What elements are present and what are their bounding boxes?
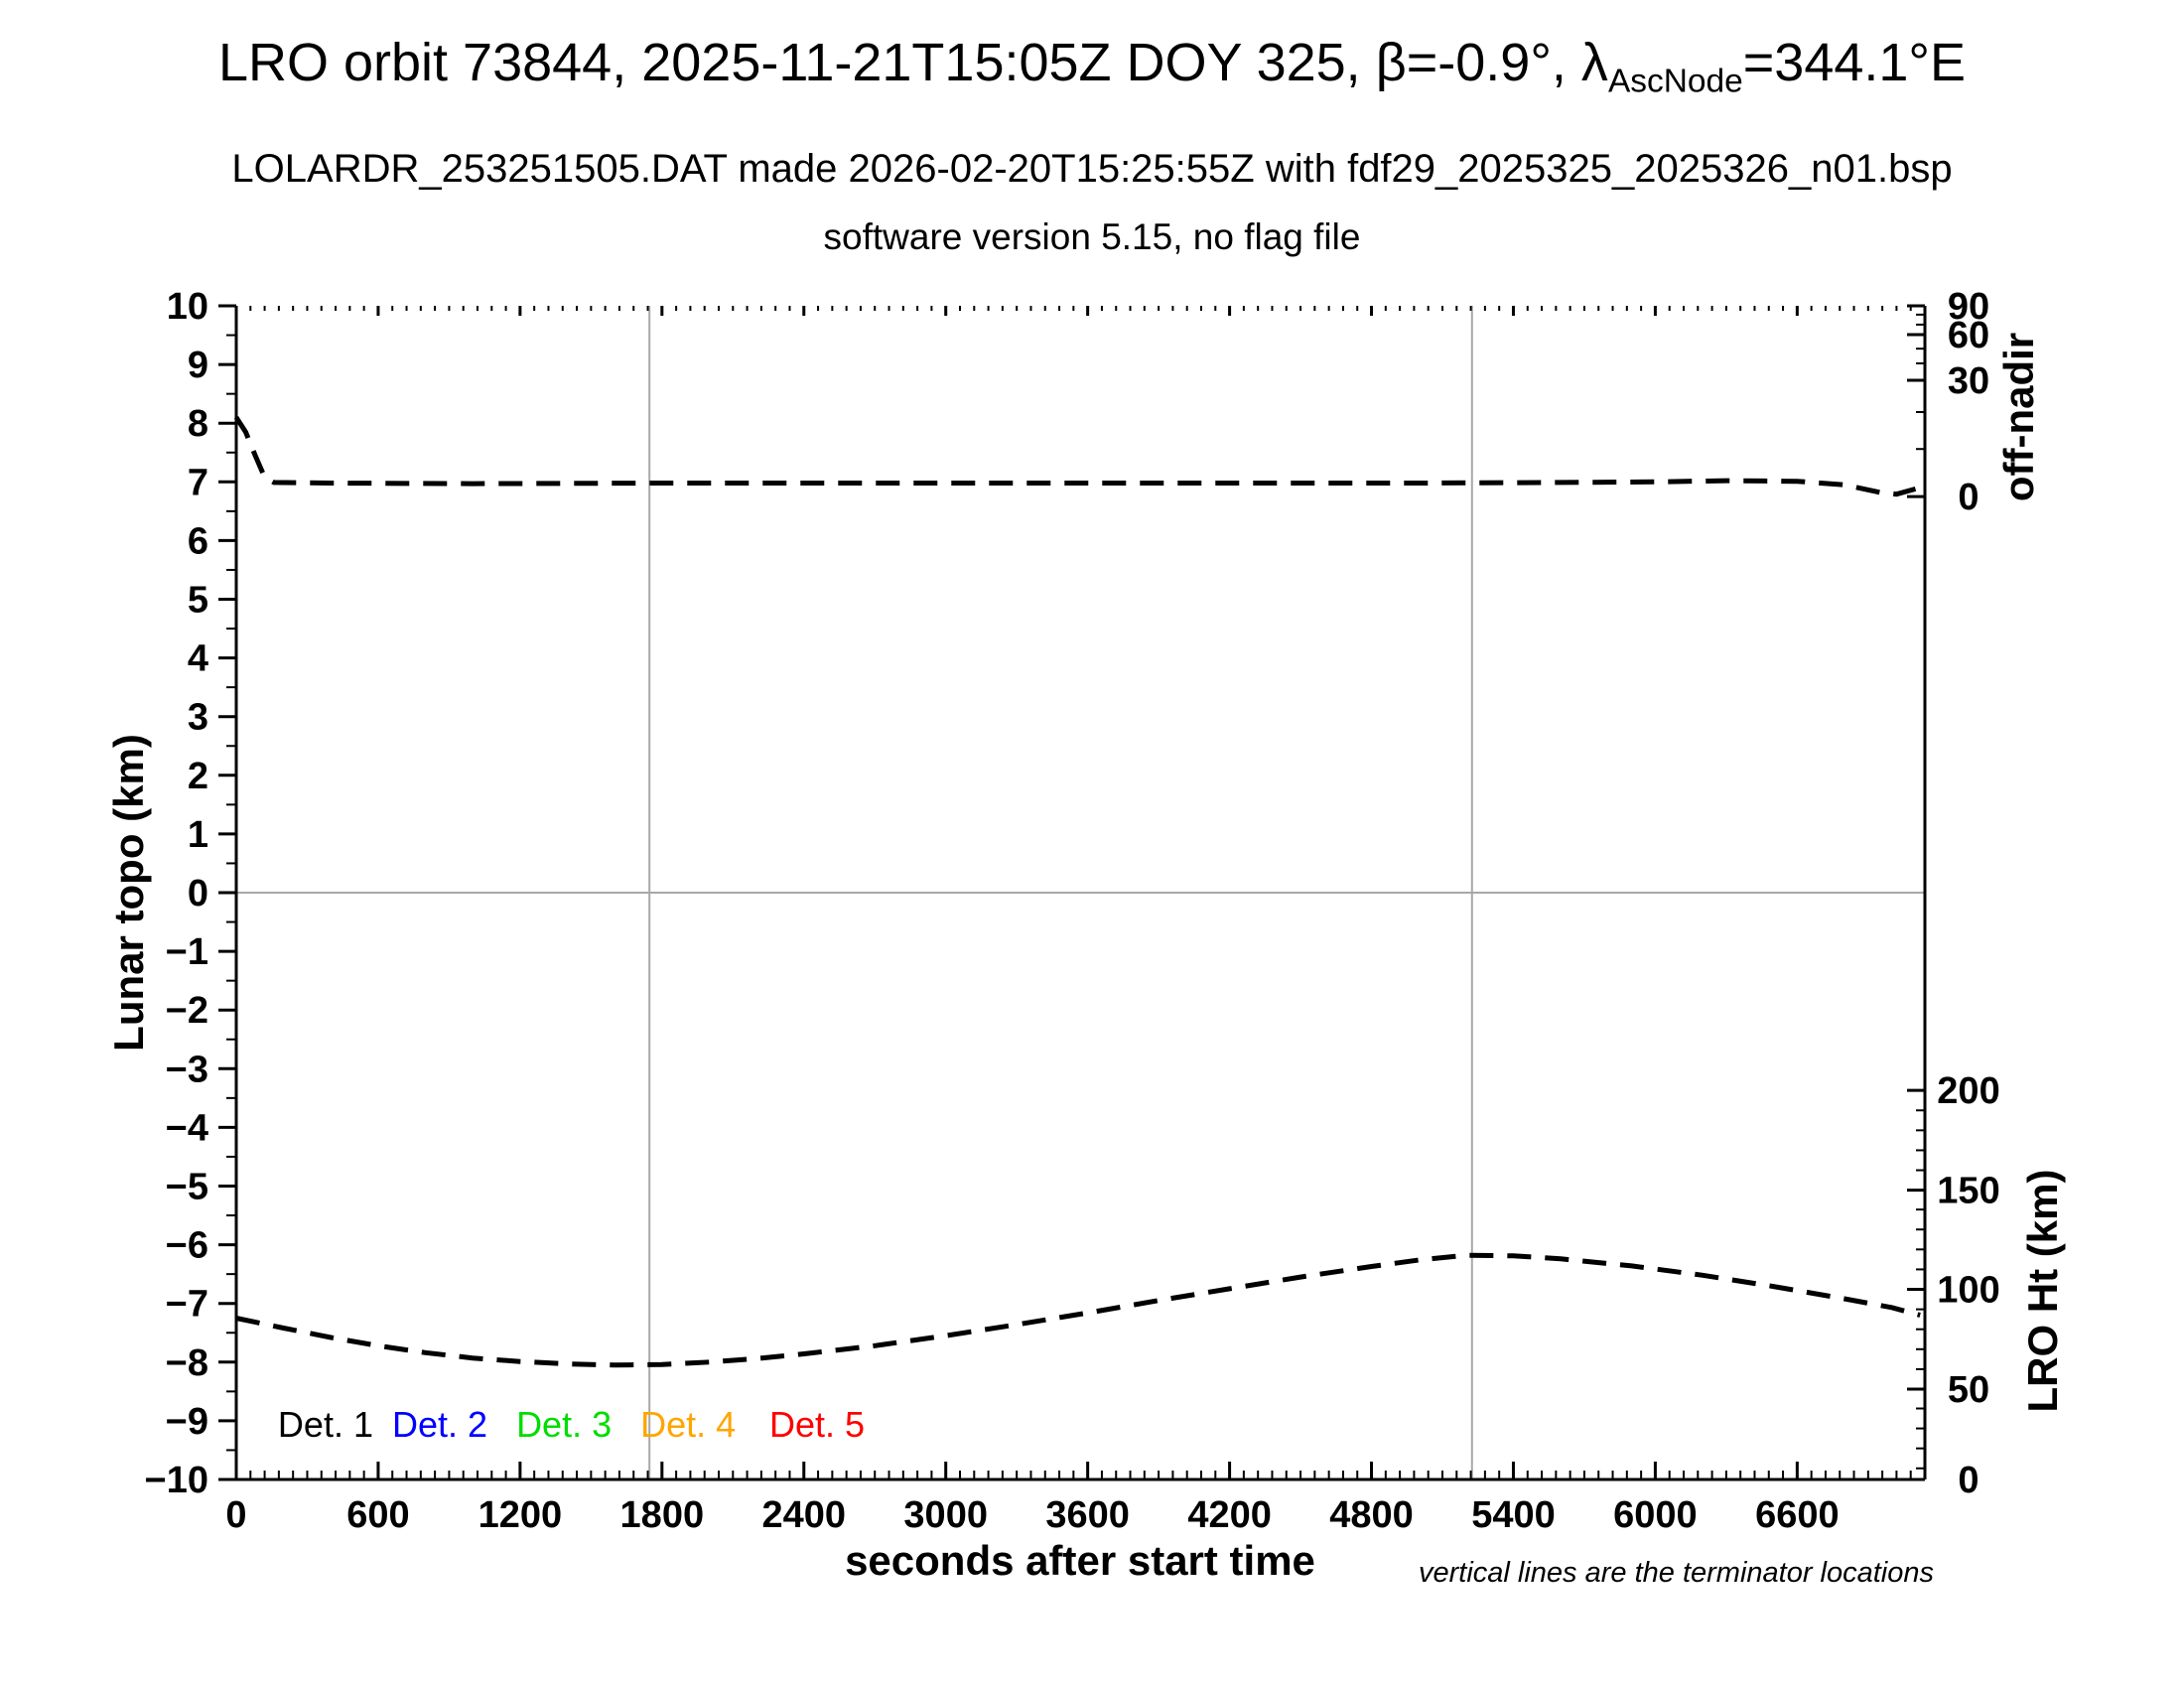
legend-det4: Det. 4 bbox=[640, 1404, 736, 1445]
data-file-line: LOLARDR_253251505.DAT made 2026-02-20T15… bbox=[231, 147, 1953, 191]
x-tick-label: 3600 bbox=[1045, 1494, 1130, 1536]
legend-det3: Det. 3 bbox=[516, 1404, 612, 1445]
x-tick-label: 5400 bbox=[1471, 1494, 1556, 1536]
chart-title-main: LRO orbit 73844, 2025-11-21T15:05Z DOY 3… bbox=[217, 33, 1608, 92]
x-tick-label: 6600 bbox=[1755, 1494, 1840, 1536]
chart-title: LRO orbit 73844, 2025-11-21T15:05Z DOY 3… bbox=[0, 32, 2184, 101]
legend-det2: Det. 2 bbox=[392, 1404, 487, 1445]
lroht-tick-label: 200 bbox=[1937, 1070, 1999, 1112]
x-tick-label: 600 bbox=[346, 1494, 409, 1536]
lroht-tick-label: 150 bbox=[1937, 1171, 1999, 1212]
x-tick-label: 2400 bbox=[761, 1494, 846, 1536]
y-left-tick-label: 4 bbox=[188, 638, 208, 680]
software-version-line: software version 5.15, no flag file bbox=[823, 216, 1361, 257]
offnadir-tick-label: 30 bbox=[1948, 360, 1989, 402]
y-left-tick-label: 0 bbox=[188, 873, 208, 914]
legend-det5: Det. 5 bbox=[769, 1404, 865, 1445]
y-left-tick-label: −7 bbox=[166, 1284, 208, 1326]
y-left-tick-label: −2 bbox=[166, 990, 208, 1032]
chart-title-end: =344.1°E bbox=[1742, 33, 1967, 92]
offnadir-tick-label: 0 bbox=[1958, 477, 1979, 518]
x-tick-label: 3000 bbox=[903, 1494, 988, 1536]
y-left-tick-label: −3 bbox=[166, 1049, 208, 1090]
y-left-tick-label: 3 bbox=[188, 697, 208, 739]
y-left-tick-label: −8 bbox=[166, 1342, 208, 1384]
y-left-tick-label: −10 bbox=[145, 1460, 208, 1501]
x-tick-label: 4800 bbox=[1329, 1494, 1414, 1536]
x-tick-label: 4200 bbox=[1187, 1494, 1272, 1536]
y-left-tick-label: 1 bbox=[188, 814, 208, 856]
off-nadir-curve bbox=[233, 415, 1917, 497]
y-left-tick-label: 8 bbox=[188, 403, 208, 445]
x-tick-label: 1200 bbox=[478, 1494, 563, 1536]
x-tick-label: 1800 bbox=[620, 1494, 705, 1536]
y-left-tick-label: 9 bbox=[188, 345, 208, 386]
offnadir-tick-label: 60 bbox=[1948, 315, 1989, 356]
terminator-footnote: vertical lines are the terminator locati… bbox=[1418, 1557, 1934, 1589]
lroht-tick-label: 50 bbox=[1948, 1369, 1989, 1411]
x-axis-title: seconds after start time bbox=[845, 1537, 1315, 1584]
legend-det1: Det. 1 bbox=[278, 1404, 373, 1445]
y-left-tick-label: 7 bbox=[188, 462, 208, 503]
y-left-tick-label: −5 bbox=[166, 1167, 208, 1208]
y-left-tick-label: −9 bbox=[166, 1401, 208, 1443]
lro-height-curve bbox=[235, 1252, 1921, 1368]
offnadir-tick-label: 90 bbox=[1948, 286, 1989, 328]
y-left-tick-label: −6 bbox=[166, 1225, 208, 1267]
y-left-tick-label: 5 bbox=[188, 580, 208, 622]
y-left-tick-label: 6 bbox=[188, 520, 208, 562]
y-left-tick-label: −1 bbox=[166, 931, 208, 973]
chart-title-subscript: AscNode bbox=[1607, 63, 1743, 100]
y-left-tick-label: −4 bbox=[166, 1107, 208, 1149]
x-tick-label: 0 bbox=[225, 1494, 246, 1536]
lroht-tick-label: 100 bbox=[1937, 1270, 1999, 1312]
y-left-tick-label: 10 bbox=[167, 286, 208, 328]
lroht-tick-label: 0 bbox=[1958, 1460, 1979, 1501]
y-left-tick-label: 2 bbox=[188, 756, 208, 797]
x-tick-label: 6000 bbox=[1613, 1494, 1698, 1536]
